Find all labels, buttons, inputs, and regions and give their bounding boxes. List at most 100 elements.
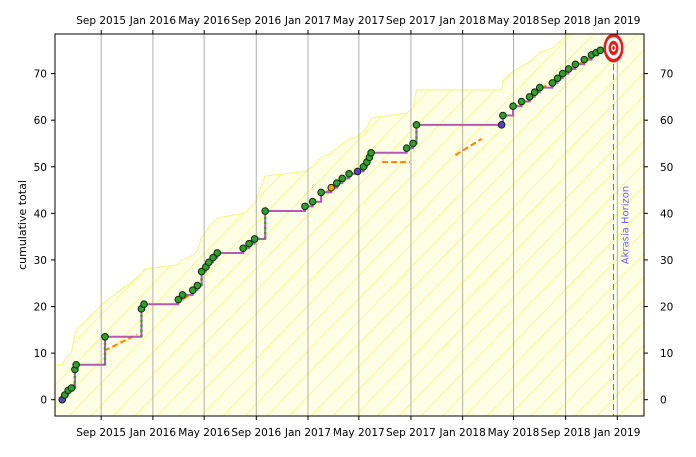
datapoint <box>553 74 562 83</box>
y-tick-label-right: 0 <box>660 395 667 407</box>
datapoint <box>239 244 247 253</box>
datapoint <box>250 235 259 243</box>
road-hatch-line <box>420 185 644 416</box>
datapoint <box>72 360 80 369</box>
road-hatch-line <box>310 72 644 416</box>
road-hatch-line <box>552 321 644 416</box>
datapoint <box>530 88 539 97</box>
y-tick-label-left: 50 <box>34 162 47 174</box>
goal-target-icon <box>603 33 624 63</box>
x-tick-label-bottom: May 2018 <box>488 427 540 439</box>
datapoint <box>345 169 353 178</box>
road-fill <box>55 34 644 416</box>
x-tick-label-top: May 2017 <box>333 15 385 27</box>
y-tick-label-left: 10 <box>34 348 47 360</box>
datapoint <box>197 267 206 276</box>
datapoint <box>174 295 183 304</box>
road-hatch-line <box>530 298 644 416</box>
datapoint <box>317 188 325 197</box>
x-tick-label-top: Sep 2015 <box>76 15 126 27</box>
x-tick-label-top: Jan 2018 <box>439 15 486 27</box>
road-edge <box>55 34 570 366</box>
road-hatch-line <box>288 49 644 416</box>
datapoint <box>367 148 375 157</box>
datapoint <box>178 291 187 299</box>
y-tick-label-left: 60 <box>34 115 47 127</box>
x-tick-label-bottom: Sep 2015 <box>76 427 126 439</box>
y-tick-label-left: 70 <box>34 69 47 81</box>
datapoint <box>245 239 253 248</box>
road-hatch-line <box>442 208 644 416</box>
x-tick-label-bottom: Jan 2018 <box>439 427 486 439</box>
road-hatch-line <box>508 276 644 416</box>
x-tick-label-top: Sep 2017 <box>386 15 436 27</box>
road-hatch-line <box>398 162 644 416</box>
road-hatch-line <box>354 117 644 416</box>
road-hatch-line <box>178 34 551 416</box>
datapoint <box>596 46 605 55</box>
datapoint <box>548 79 557 87</box>
plot-frame <box>54 33 645 417</box>
datapoint <box>571 60 580 69</box>
y-tick-label-right: 50 <box>660 162 673 174</box>
y-tick-label-right: 40 <box>660 208 673 220</box>
datapoint <box>409 139 417 148</box>
road-hatch-line <box>200 34 573 416</box>
datapoint <box>101 333 109 341</box>
datapoint <box>402 144 411 152</box>
road-hatch-line <box>464 230 644 416</box>
lane-segment <box>454 137 483 156</box>
datapoint <box>332 179 341 187</box>
x-tick-label-bottom: Jan 2016 <box>129 427 177 439</box>
datapoint <box>535 83 544 92</box>
x-tick-label-bottom: Jan 2017 <box>284 427 331 439</box>
y-tick-label-right: 20 <box>660 302 673 314</box>
datapoint <box>140 300 148 308</box>
x-tick-label-bottom: Sep 2016 <box>231 427 281 439</box>
x-tick-label-top: Sep 2016 <box>231 15 281 27</box>
datapoint <box>338 174 347 183</box>
road-mask <box>55 34 644 365</box>
datapoint <box>213 249 222 257</box>
datapoint <box>193 281 202 290</box>
y-tick-label-left: 30 <box>34 255 47 267</box>
road-hatch-line <box>574 344 644 416</box>
road-hatch-line <box>376 140 644 416</box>
datapoint <box>327 183 336 192</box>
datapoint <box>353 167 362 176</box>
datapoint <box>301 202 309 211</box>
x-tick-label-bottom: May 2017 <box>333 427 385 439</box>
y-tick-label-left: 0 <box>40 395 47 407</box>
lane-segment <box>324 184 342 194</box>
datapoint <box>188 286 197 295</box>
x-tick-label-bottom: Jan 2019 <box>593 427 640 439</box>
x-tick-label-top: Jan 2016 <box>129 15 177 27</box>
datapoints <box>58 46 605 404</box>
x-tick-label-bottom: Sep 2017 <box>386 427 436 439</box>
datapoint <box>558 69 567 78</box>
y-tick-label-left: 40 <box>34 208 47 220</box>
datapoint <box>209 253 217 262</box>
road-hatch-line <box>266 34 639 416</box>
road-hatch-line <box>244 34 617 416</box>
road-hatch-line <box>222 34 595 416</box>
datapoint <box>308 197 317 206</box>
x-tick-label-bottom: May 2016 <box>178 427 230 439</box>
datapoint <box>497 121 506 129</box>
vertical-gridlines <box>100 34 618 416</box>
y-tick-label-right: 10 <box>660 348 673 360</box>
x-tick-label-bottom: Sep 2018 <box>541 427 591 439</box>
road-hatch-line <box>332 94 644 416</box>
datapoint <box>205 258 213 267</box>
y-tick-label-right: 60 <box>660 115 673 127</box>
x-tick-label-top: May 2018 <box>488 15 540 27</box>
datapoint <box>261 207 269 215</box>
y-axis-label: cumulative total <box>16 180 29 270</box>
horizon-label: Akrasia Horizon <box>620 186 631 264</box>
datapoint <box>580 55 589 64</box>
goal-center <box>612 46 615 50</box>
datapoint <box>564 65 573 73</box>
y-tick-label-right: 70 <box>660 69 673 81</box>
x-tick-label-top: Jan 2017 <box>284 15 331 27</box>
